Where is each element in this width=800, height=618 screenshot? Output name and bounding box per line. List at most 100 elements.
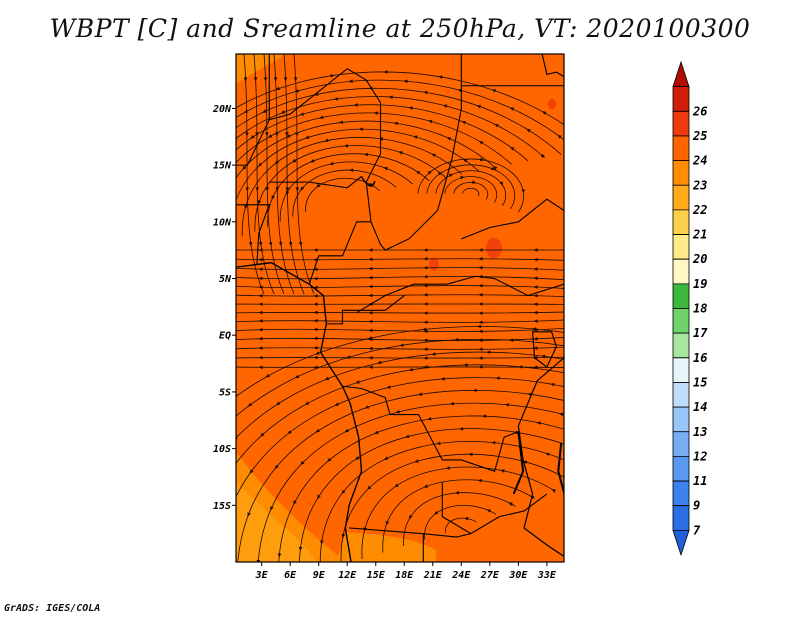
x-tick-label: 9E — [313, 570, 326, 581]
streamline — [236, 276, 564, 281]
streamline-arrow — [343, 143, 349, 148]
streamline-arrow — [243, 77, 248, 82]
streamline-arrow — [293, 77, 298, 82]
streamline-arrow — [212, 173, 216, 177]
streamline-arrow — [192, 225, 196, 229]
streamline-arrow — [478, 265, 483, 270]
streamline-arrow — [477, 478, 482, 483]
streamline-arrow — [533, 319, 538, 323]
x-axis: 3E 6E 9E 12E 15E 18E 21E 24E 27E 30E 33E — [255, 562, 557, 581]
streamline-arrow — [518, 365, 523, 369]
streamline-arrow — [427, 416, 432, 421]
streamline-arrow — [423, 338, 428, 343]
streamline-arrow — [463, 158, 468, 163]
streamline-arrow — [313, 355, 318, 360]
streamline-arrow — [313, 310, 318, 315]
streamline-arrow — [334, 402, 339, 406]
x-tick-label: 21E — [423, 570, 443, 581]
streamline — [236, 87, 562, 155]
streamline — [361, 466, 555, 560]
streamline-arrow — [194, 579, 198, 583]
streamline — [236, 104, 529, 162]
streamline-arrow — [446, 137, 452, 141]
colorbar-label: 26 — [692, 104, 707, 118]
streamline-arrow — [478, 329, 483, 334]
streamline-arrow — [490, 166, 496, 171]
x-tick-label: 24E — [451, 570, 471, 581]
streamline-arrow — [280, 110, 286, 114]
streamline-arrow — [478, 302, 483, 306]
streamline-arrow — [313, 294, 318, 298]
streamline — [236, 96, 545, 159]
streamline-arrow — [258, 242, 263, 247]
streamline-arrow — [205, 220, 209, 224]
streamline-arrow — [478, 320, 483, 325]
streamline-arrow — [313, 336, 318, 341]
streamline-arrow — [253, 77, 258, 82]
streamline-arrow — [285, 187, 290, 192]
streamline-arrow — [388, 95, 393, 99]
streamline-arrow — [482, 414, 487, 419]
streamline-arrow — [495, 376, 500, 381]
colorbar-swatch — [672, 332, 690, 359]
streamline-arrow — [291, 158, 297, 163]
country-border — [441, 482, 548, 535]
streamline-arrow — [478, 248, 483, 252]
streamline-arrow — [478, 365, 483, 369]
streamline-arrow — [243, 109, 249, 113]
colorbar: 7 9 11 12 13 14 15 16 17 18 19 20 21 22 23 24 25 26 — [672, 60, 708, 557]
streamline-arrow — [588, 142, 592, 146]
streamline — [236, 319, 564, 323]
streamline-arrow — [720, 396, 724, 399]
streamline-arrow — [423, 90, 428, 95]
streamline-arrow — [364, 405, 370, 409]
colorbar-label: 16 — [693, 351, 707, 365]
streamline-arrow — [486, 350, 491, 354]
streamline-arrow — [386, 385, 391, 389]
streamline-arrow — [533, 248, 538, 252]
streamline-arrow — [298, 546, 303, 552]
streamline-arrow — [648, 381, 652, 384]
x-tick-label: 3E — [255, 570, 269, 581]
streamline-arrow — [316, 183, 321, 188]
streamline-arrow — [354, 456, 360, 460]
streamline-arrow — [298, 242, 303, 247]
streamline-arrow — [304, 135, 310, 139]
streamline-arrow — [276, 401, 281, 406]
streamline-arrow — [618, 356, 622, 359]
streamline-arrow — [468, 452, 473, 457]
streamline-arrow — [300, 186, 305, 191]
streamline-arrow — [328, 73, 333, 78]
streamline — [236, 128, 479, 203]
wbpt-warm-spot — [486, 237, 502, 259]
streamline-arrow — [423, 248, 428, 252]
streamline — [236, 356, 564, 359]
streamline-arrow — [324, 376, 330, 381]
streamline-arrow — [486, 509, 491, 513]
colorbar-swatch — [672, 480, 690, 507]
colorbar-label: 9 — [693, 499, 700, 513]
colorbar-swatch — [672, 382, 690, 408]
x-tick-label: 30E — [508, 570, 528, 581]
colorbar-swatch — [672, 258, 690, 285]
credit-label: GrADS: IGES/COLA — [4, 603, 101, 614]
streamline-arrow — [201, 480, 205, 484]
streamline-arrow — [368, 319, 373, 324]
streamline-arrow — [310, 159, 315, 163]
streamline-arrow — [545, 452, 550, 456]
streamline-arrow — [314, 92, 319, 96]
colorbar-label: 11 — [693, 474, 707, 488]
streamline-arrow — [258, 336, 263, 341]
streamline-arrow — [258, 310, 263, 315]
streamline — [444, 517, 477, 534]
streamline-arrow — [408, 106, 413, 110]
streamline-arrow — [181, 531, 184, 535]
streamline-arrow — [417, 392, 423, 396]
streamline-arrow — [271, 195, 275, 200]
streamline-arrow — [533, 355, 538, 360]
colorbar-label: 12 — [693, 449, 707, 463]
streamline-arrow — [273, 77, 278, 82]
streamline-arrow — [368, 346, 373, 351]
streamline-arrow — [184, 145, 188, 149]
streamline-arrow — [295, 187, 300, 192]
